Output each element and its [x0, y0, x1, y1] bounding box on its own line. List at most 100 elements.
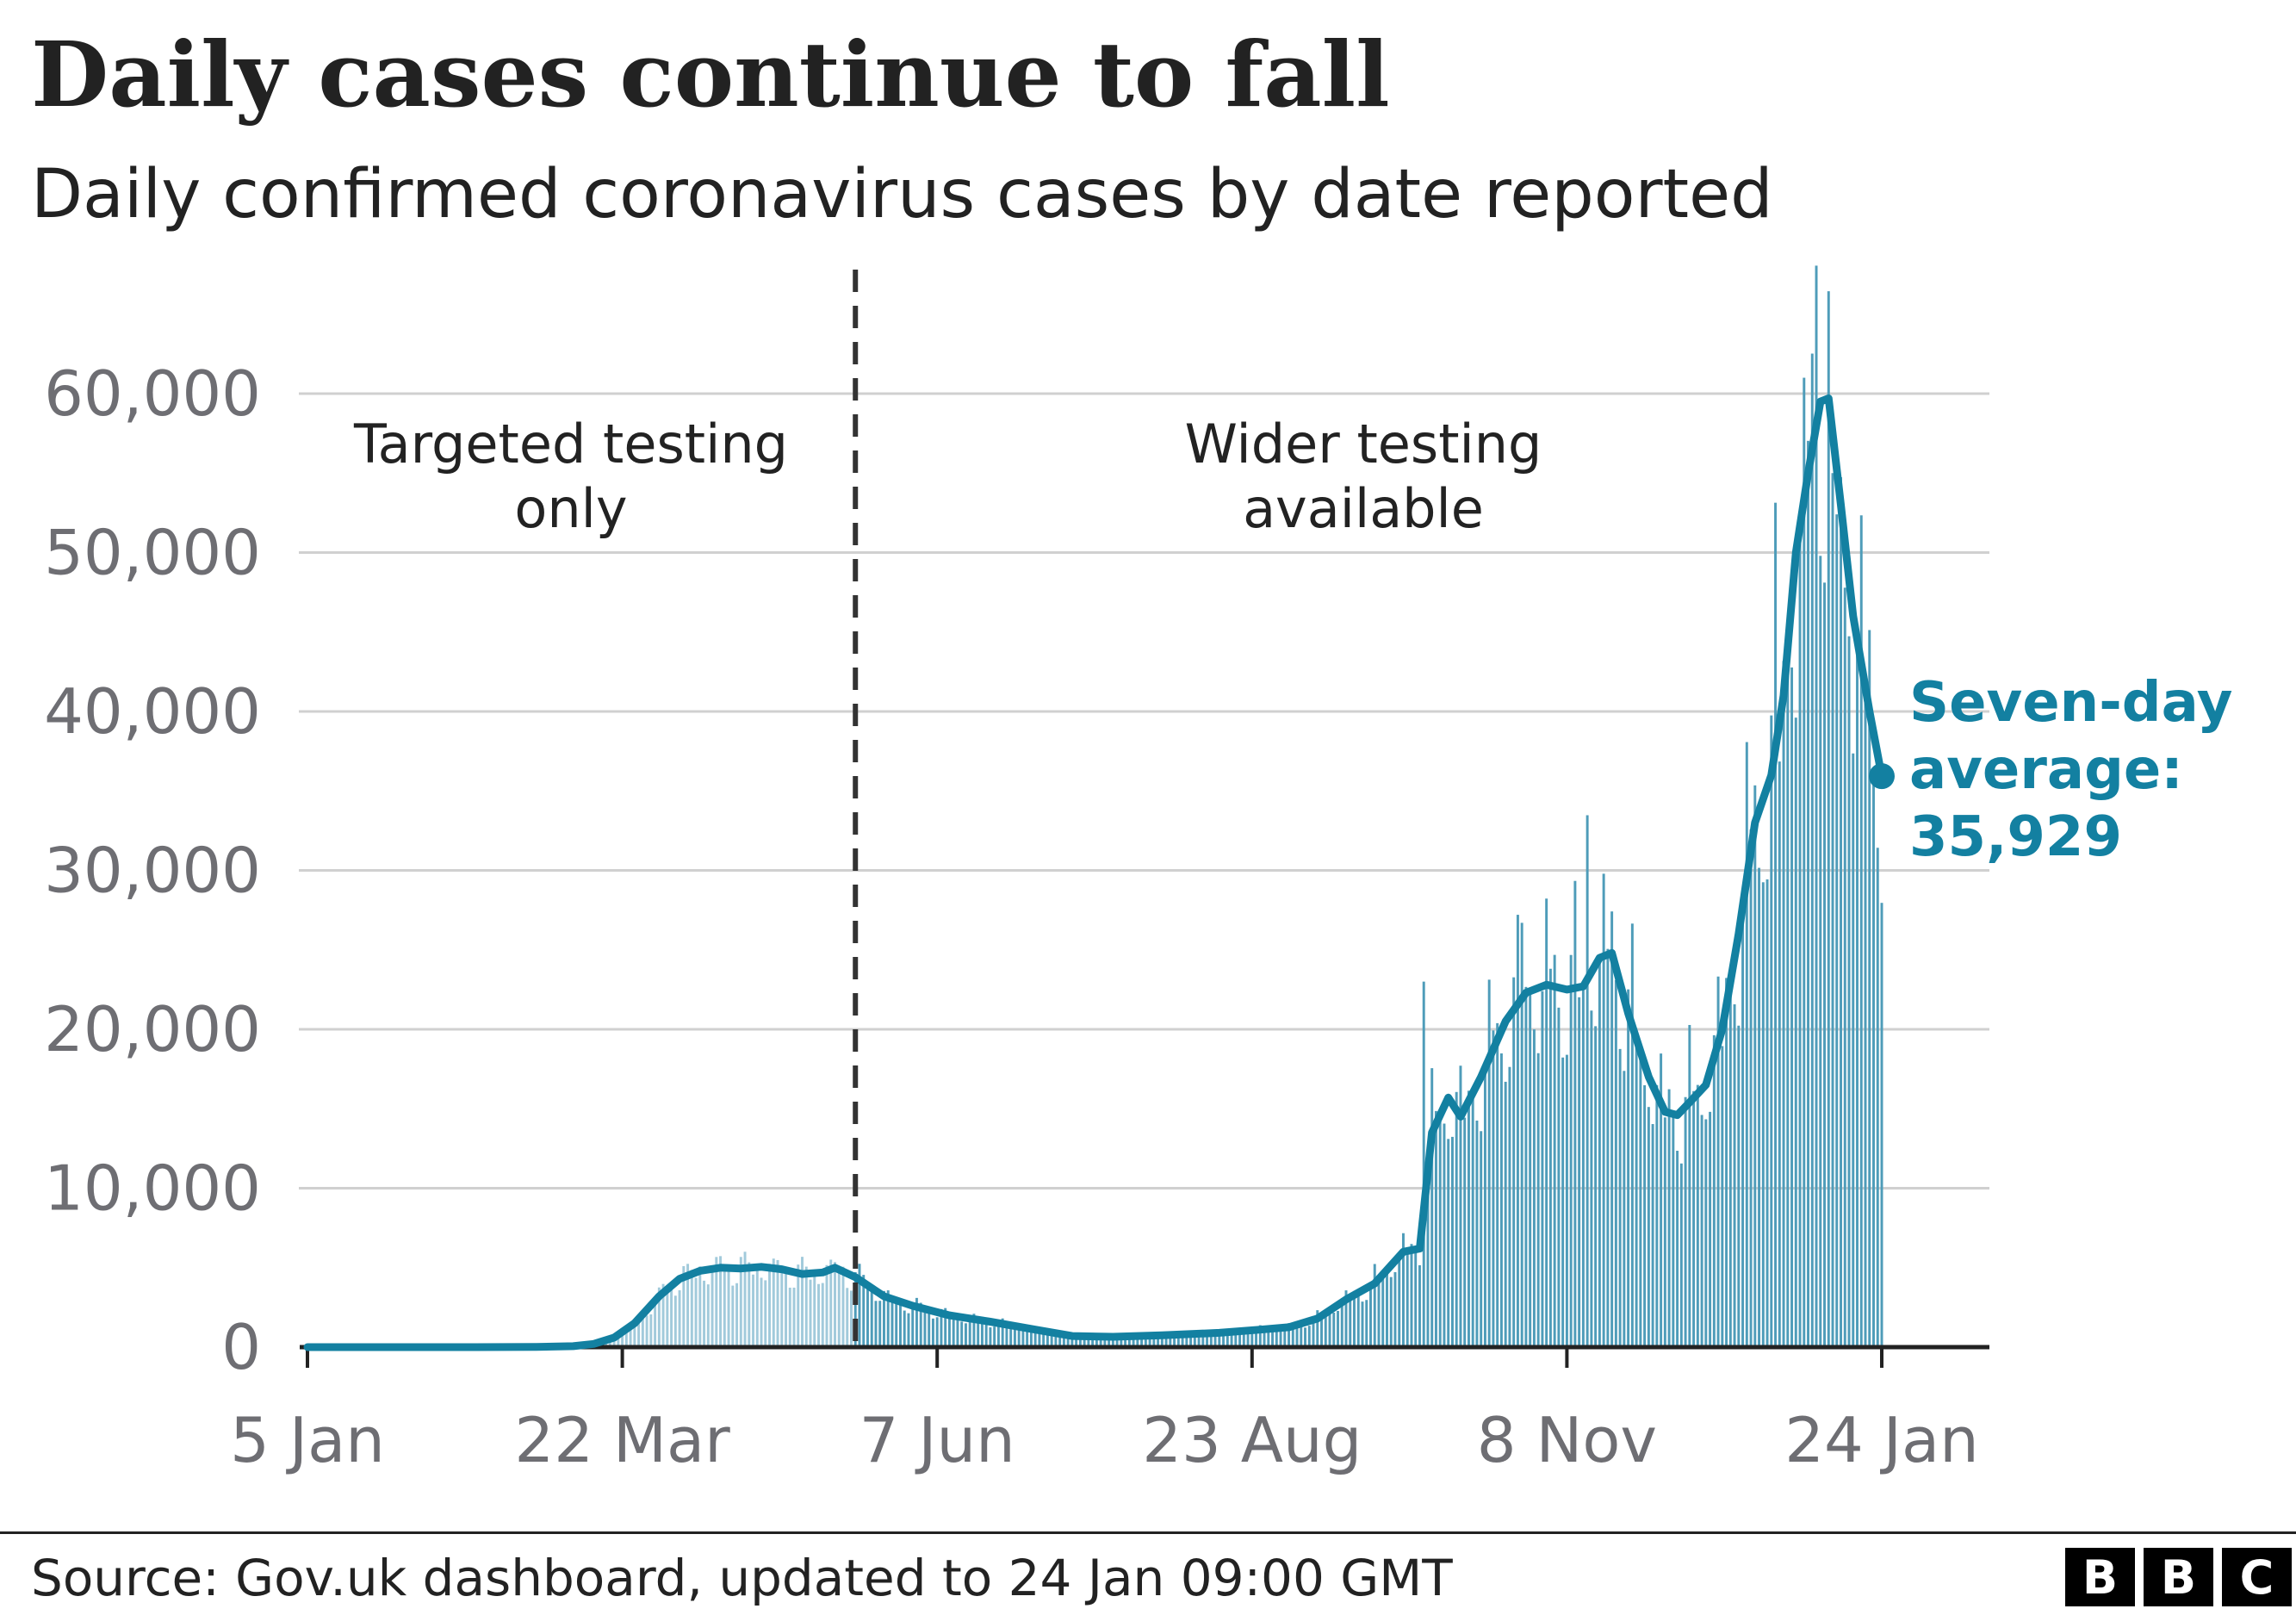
- series-label: Seven-day: [1909, 671, 2233, 735]
- daily-bar: [817, 1283, 820, 1347]
- daily-bar: [1201, 1330, 1205, 1347]
- daily-bar: [1450, 1136, 1454, 1347]
- daily-bar: [1565, 1054, 1568, 1347]
- daily-bar: [1279, 1331, 1282, 1347]
- daily-bar: [1234, 1330, 1238, 1347]
- daily-bar: [703, 1280, 706, 1347]
- daily-bar: [1496, 1022, 1499, 1347]
- daily-bar: [883, 1290, 885, 1347]
- daily-bar: [1258, 1325, 1262, 1347]
- chart-plot: 0 10,000 20,000 30,000 40,000 50,000 60,000 5 J…: [44, 265, 2233, 1476]
- daily-bar: [980, 1320, 984, 1347]
- daily-bar: [1042, 1331, 1046, 1347]
- bbc-logo: B B C: [2065, 1548, 2292, 1606]
- daily-bar: [1790, 667, 1794, 1347]
- daily-bar: [834, 1262, 836, 1347]
- daily-bar: [1578, 997, 1581, 1347]
- daily-bar: [1033, 1327, 1037, 1347]
- daily-bar: [1377, 1276, 1381, 1347]
- y-tick-label: 40,000: [44, 675, 261, 748]
- daily-bar: [1320, 1315, 1323, 1347]
- daily-bar: [1340, 1301, 1343, 1347]
- daily-bar: [1271, 1328, 1275, 1347]
- daily-bar: [706, 1284, 710, 1347]
- daily-bar: [1614, 979, 1617, 1347]
- daily-bar: [1176, 1332, 1180, 1347]
- daily-bar: [1512, 977, 1516, 1347]
- chart-title: Daily cases continue to fall: [31, 22, 1390, 127]
- daily-bar: [1520, 922, 1523, 1347]
- daily-bar: [608, 1339, 611, 1347]
- daily-bar: [1083, 1335, 1086, 1347]
- daily-bar: [743, 1252, 747, 1347]
- daily-bar: [1643, 1084, 1647, 1347]
- daily-bar: [928, 1310, 931, 1347]
- daily-bar: [727, 1267, 730, 1347]
- daily-bar: [1238, 1330, 1242, 1347]
- daily-bar: [911, 1304, 915, 1347]
- daily-bar: [813, 1273, 816, 1347]
- daily-bar: [649, 1314, 653, 1347]
- daily-bar: [1038, 1329, 1041, 1347]
- daily-bar: [1499, 1053, 1503, 1347]
- seven-day-average-line: [303, 394, 1886, 1351]
- daily-bar: [1455, 1091, 1458, 1347]
- daily-bar: [719, 1256, 723, 1347]
- daily-bar: [1598, 956, 1601, 1347]
- daily-bar: [1402, 1233, 1405, 1347]
- daily-bar: [952, 1317, 955, 1347]
- daily-bar: [1078, 1337, 1082, 1347]
- daily-bar: [1831, 473, 1834, 1347]
- daily-bar: [748, 1262, 751, 1347]
- x-tick-label: 23 Aug: [1142, 1404, 1362, 1476]
- daily-bar: [686, 1264, 690, 1347]
- daily-bar: [1569, 954, 1573, 1347]
- daily-bar: [1651, 1124, 1654, 1347]
- daily-bar: [984, 1321, 988, 1347]
- daily-bar: [886, 1290, 890, 1347]
- daily-bar: [1418, 1264, 1421, 1347]
- daily-bar: [1185, 1334, 1188, 1347]
- daily-bar: [1770, 715, 1773, 1347]
- daily-bar: [1676, 1151, 1679, 1347]
- daily-bar: [1288, 1323, 1291, 1347]
- daily-bar: [673, 1295, 677, 1347]
- daily-bar: [1532, 1029, 1536, 1347]
- daily-bar: [1398, 1252, 1401, 1347]
- daily-bar: [846, 1288, 849, 1347]
- daily-bar: [731, 1285, 735, 1347]
- daily-bar: [1410, 1244, 1413, 1347]
- daily-bar: [874, 1301, 878, 1347]
- daily-bar: [1487, 979, 1491, 1347]
- daily-bar: [1255, 1328, 1258, 1347]
- daily-bar: [1124, 1337, 1127, 1347]
- daily-bar: [1206, 1333, 1209, 1347]
- daily-bar: [1815, 265, 1818, 1348]
- daily-bar: [1758, 867, 1761, 1347]
- daily-bar: [1807, 440, 1810, 1347]
- y-tick-label: 10,000: [44, 1152, 261, 1225]
- daily-bar: [1725, 978, 1728, 1347]
- daily-bar: [1786, 665, 1790, 1347]
- daily-bar: [735, 1283, 739, 1347]
- daily-bar: [1050, 1335, 1053, 1347]
- daily-bar: [1847, 636, 1851, 1347]
- daily-bars: [551, 265, 1883, 1348]
- daily-bar: [1712, 1034, 1716, 1347]
- daily-bar: [1810, 353, 1814, 1347]
- daily-bar: [895, 1301, 898, 1347]
- daily-bar: [792, 1287, 796, 1347]
- daily-bar: [1369, 1282, 1372, 1347]
- x-tick-label: 7 Jun: [859, 1404, 1015, 1476]
- daily-bar: [1639, 1048, 1642, 1347]
- daily-bar: [1386, 1274, 1388, 1347]
- daily-bar: [993, 1326, 996, 1347]
- daily-bar: [1741, 901, 1745, 1347]
- daily-bar: [956, 1314, 959, 1347]
- daily-bar: [1242, 1331, 1245, 1347]
- daily-bar: [1672, 1116, 1675, 1347]
- daily-bar: [1132, 1338, 1135, 1347]
- daily-bar: [1823, 582, 1826, 1347]
- daily-bar: [1581, 985, 1585, 1347]
- daily-bar: [1246, 1333, 1250, 1347]
